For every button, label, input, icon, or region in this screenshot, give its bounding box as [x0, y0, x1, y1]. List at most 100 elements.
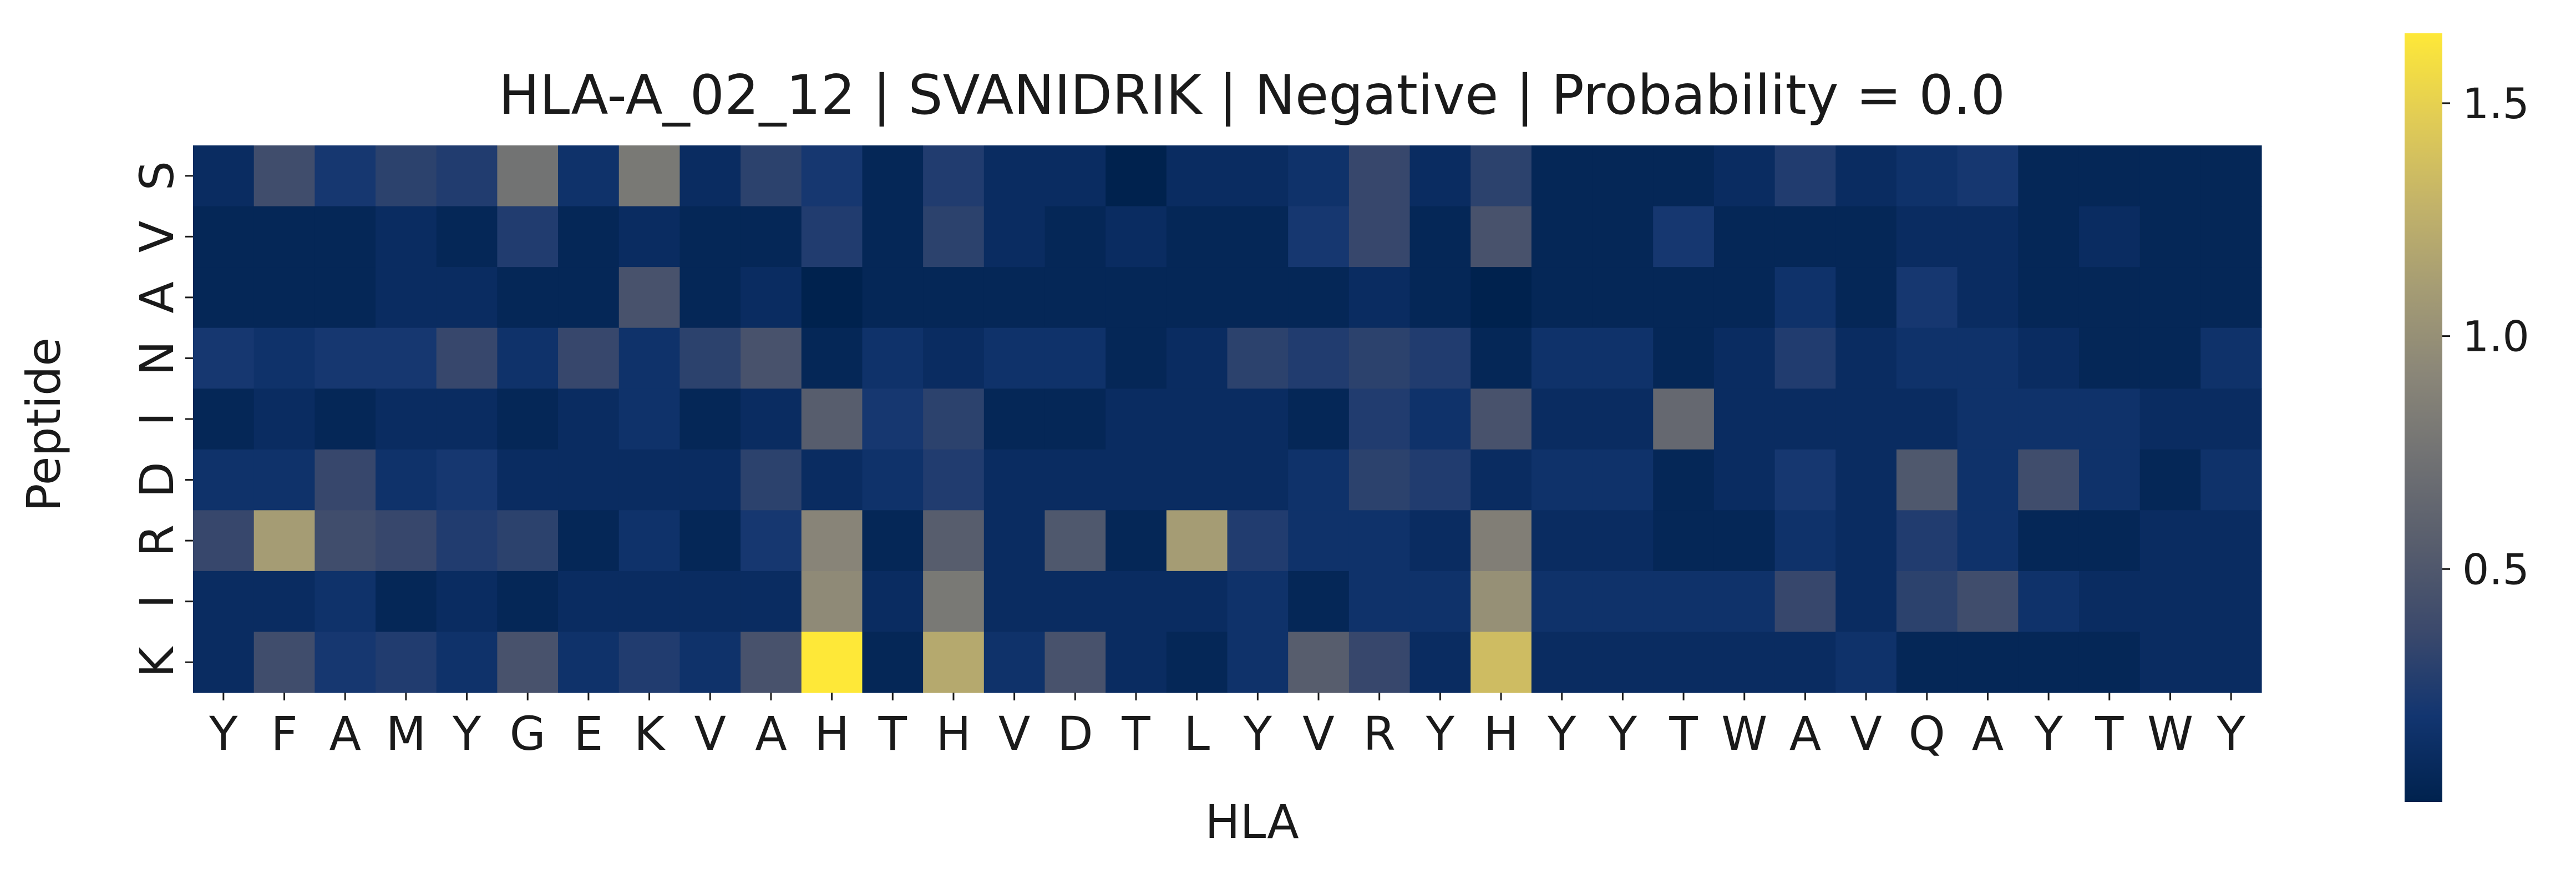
heatmap-cell: [1106, 327, 1167, 389]
heatmap-cell: [618, 388, 681, 450]
heatmap-cell: [253, 327, 315, 389]
heatmap-cell: [1713, 571, 1776, 633]
heatmap-cell: [2139, 267, 2201, 329]
heatmap-cell: [1592, 267, 1654, 329]
x-tick-label: Y: [209, 707, 238, 761]
x-tick-label: T: [1669, 707, 1698, 761]
heatmap-cell: [315, 327, 376, 389]
heatmap-cell: [923, 571, 985, 633]
heatmap-cell: [2200, 267, 2262, 329]
heatmap-cell: [862, 206, 924, 268]
heatmap-cell: [193, 206, 255, 268]
heatmap-cell: [1348, 571, 1411, 633]
heatmap-cell: [741, 327, 802, 389]
heatmap-cell: [2139, 632, 2201, 693]
heatmap-cell: [1896, 449, 1958, 511]
heatmap-cell: [1774, 206, 1836, 268]
colorbar-tick-label: 1.0: [2462, 312, 2529, 361]
heatmap-cell: [741, 145, 802, 207]
heatmap-cell: [618, 206, 681, 268]
heatmap-cell: [983, 510, 1046, 572]
x-tick-label: Y: [1608, 707, 1637, 761]
heatmap-cell: [497, 145, 559, 207]
heatmap-cell: [862, 145, 924, 207]
heatmap-cell: [1774, 327, 1836, 389]
heatmap-cell: [1835, 267, 1897, 329]
heatmap-cell: [1166, 571, 1228, 633]
heatmap-cell: [923, 267, 985, 329]
heatmap-cell: [1653, 571, 1715, 633]
heatmap-cell: [1470, 449, 1532, 511]
heatmap-cell: [376, 267, 437, 329]
x-tick-label: W: [2147, 707, 2193, 761]
heatmap-cell: [1774, 388, 1836, 450]
heatmap-cell: [801, 206, 863, 268]
heatmap-cell: [315, 449, 376, 511]
heatmap-cell: [741, 206, 802, 268]
heatmap-cell: [680, 388, 741, 450]
heatmap-cell: [497, 449, 559, 511]
heatmap-cell: [1592, 388, 1654, 450]
heatmap-cell: [1166, 388, 1228, 450]
heatmap-cell: [618, 632, 681, 693]
heatmap-cell: [618, 571, 681, 633]
heatmap-cell: [1531, 571, 1593, 633]
x-tick-label: Y: [2034, 707, 2063, 761]
heatmap-cell: [436, 206, 498, 268]
heatmap-cell: [1409, 510, 1471, 572]
y-tick-label: S: [130, 161, 184, 190]
y-tick-label: A: [130, 281, 184, 313]
heatmap-cell: [983, 388, 1046, 450]
heatmap-cell: [1774, 510, 1836, 572]
heatmap-cell: [558, 267, 620, 329]
heatmap-cell: [1531, 510, 1593, 572]
heatmap-cell: [253, 145, 315, 207]
heatmap-cell: [558, 632, 620, 693]
heatmap-cell: [1227, 510, 1289, 572]
heatmap-cell: [1896, 327, 1958, 389]
heatmap-cell: [436, 145, 498, 207]
heatmap-cell: [2018, 327, 2080, 389]
heatmap-cell: [497, 206, 559, 268]
heatmap-cell: [801, 632, 863, 693]
heatmap-cell: [1044, 510, 1106, 572]
heatmap-cell: [1957, 632, 2019, 693]
heatmap-cell: [923, 145, 985, 207]
x-tick-label: A: [1789, 707, 1821, 761]
heatmap-cell: [2018, 267, 2080, 329]
heatmap-cell: [1774, 145, 1836, 207]
heatmap-cell: [862, 632, 924, 693]
heatmap-cell: [1592, 327, 1654, 389]
heatmap-cell: [1409, 327, 1471, 389]
heatmap-cell: [1470, 571, 1532, 633]
heatmap-cell: [862, 571, 924, 633]
heatmap-cell: [1592, 449, 1654, 511]
heatmap-cell: [1288, 267, 1350, 329]
heatmap-cell: [376, 327, 437, 389]
heatmap-cell: [618, 267, 681, 329]
heatmap-cell: [923, 632, 985, 693]
heatmap-cell: [2139, 571, 2201, 633]
x-tick-label: Y: [2217, 707, 2246, 761]
heatmap-cell: [1531, 327, 1593, 389]
heatmap-cell: [862, 388, 924, 450]
heatmap-cell: [253, 571, 315, 633]
x-tick-label: R: [1363, 707, 1396, 761]
heatmap-cell: [1774, 267, 1836, 329]
heatmap-cell: [862, 327, 924, 389]
heatmap-cell: [1106, 267, 1167, 329]
heatmap-cell: [558, 571, 620, 633]
heatmap-cell: [923, 206, 985, 268]
y-tick-label: D: [130, 462, 184, 498]
heatmap-cell: [741, 267, 802, 329]
heatmap-cell: [193, 449, 255, 511]
heatmap-cell: [680, 510, 741, 572]
heatmap-cell: [2139, 327, 2201, 389]
heatmap-cell: [436, 388, 498, 450]
heatmap-cell: [983, 206, 1046, 268]
heatmap-cell: [1348, 510, 1411, 572]
heatmap-cell: [2018, 388, 2080, 450]
heatmap-cell: [376, 571, 437, 633]
heatmap-cell: [1592, 510, 1654, 572]
heatmap-cell: [1653, 206, 1715, 268]
